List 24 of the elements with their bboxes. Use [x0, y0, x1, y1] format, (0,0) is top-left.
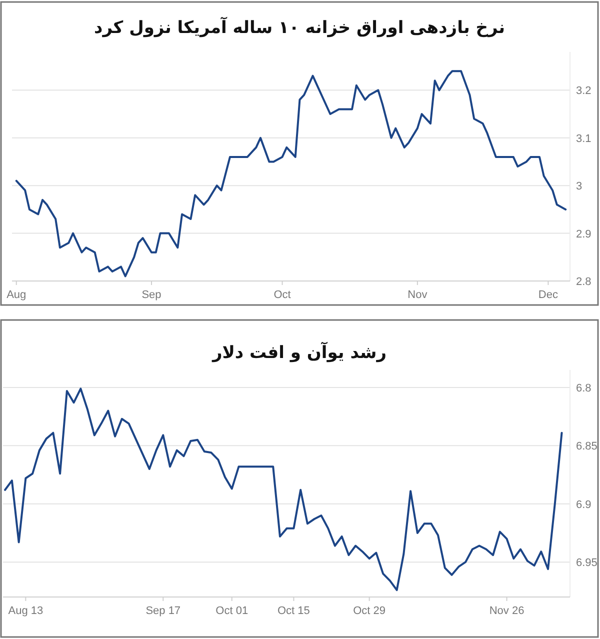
y-tick-label: 6.9 [576, 498, 592, 511]
x-tick-label: Oct 15 [278, 605, 310, 617]
x-tick-label: Oct 01 [216, 605, 248, 617]
y-tick-label: 6.8 [576, 382, 592, 394]
y-tick-label: 3 [576, 180, 582, 193]
y-tick-label: 3.2 [576, 85, 592, 98]
chart-title: نرخ بازدهی اوراق خزانه ۱۰ ساله آمریکا نزول کرد [94, 16, 505, 38]
line-series [15, 70, 567, 278]
chart-title: رشد یوآن و افت دلار [211, 341, 387, 363]
x-tick-label: Oct 29 [353, 605, 386, 617]
x-tick-label: Oct [274, 289, 291, 301]
x-tick-label: Sep 17 [146, 605, 181, 617]
x-tick-label: Sep [142, 289, 162, 301]
x-tick-label: Nov [408, 289, 428, 301]
y-tick-label: 6.85 [576, 440, 598, 453]
x-tick-label: Aug [6, 289, 26, 301]
x-tick-label: Nov 26 [489, 605, 524, 617]
line-series [4, 388, 563, 592]
x-tick-label: Aug 13 [8, 605, 44, 617]
y-tick-label: 6.95 [576, 557, 598, 570]
x-tick-label: Dec [538, 289, 558, 301]
y-tick-label: 3.1 [576, 132, 592, 145]
y-tick-label: 2.9 [576, 228, 592, 240]
y-tick-label: 2.8 [576, 276, 592, 288]
